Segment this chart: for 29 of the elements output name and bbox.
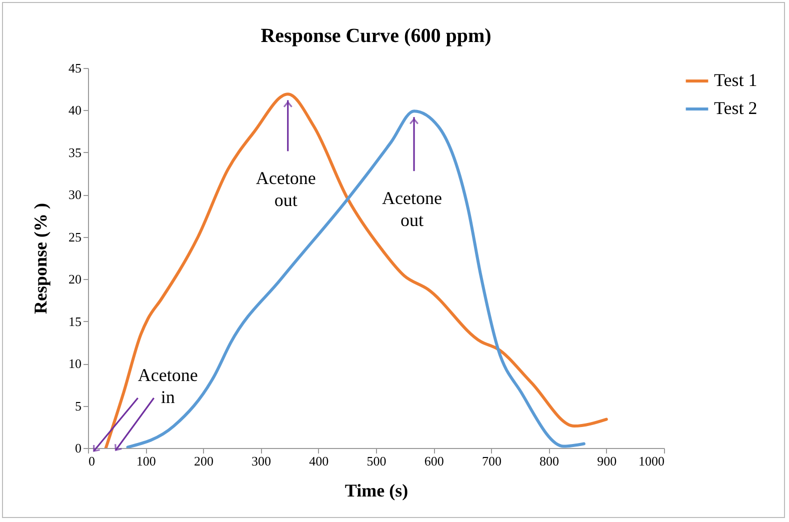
x-tick-label: 500	[366, 454, 386, 468]
y-tick-label: 35	[68, 144, 82, 160]
x-tick-label: 700	[482, 454, 502, 468]
chart-title: Response Curve (600 ppm)	[260, 25, 492, 47]
annotation: Acetone out	[256, 168, 316, 210]
x-tick-label: 400	[309, 454, 329, 468]
y-tick-label: 10	[68, 356, 82, 372]
y-tick-label: 20	[68, 272, 82, 287]
y-tick-label: 5	[75, 398, 82, 414]
x-tick-label: 800	[540, 454, 560, 468]
annotation: Acetone out	[382, 188, 442, 230]
y-tick-label: 25	[68, 229, 82, 244]
y-tick-label: 45	[68, 60, 82, 76]
annotation: Acetone in	[138, 365, 198, 407]
x-tick-label: 1000	[638, 454, 664, 468]
y-tick-label: 30	[68, 187, 82, 202]
y-tick-label: 15	[68, 314, 82, 329]
x-tick-label: 300	[252, 454, 272, 468]
x-axis-title: Time (s)	[344, 480, 408, 500]
x-tick-label: 900	[597, 454, 617, 468]
y-axis-title: Response (% )	[30, 202, 50, 314]
x-tick-label: 600	[424, 454, 444, 468]
y-tick-label: 40	[68, 102, 82, 118]
x-tick-label: 0	[88, 454, 95, 468]
legend-label: Test 2	[714, 98, 758, 118]
y-tick-label: 0	[75, 440, 82, 456]
x-tick-label: 200	[194, 454, 214, 468]
legend-label: Test 1	[714, 70, 758, 90]
x-tick-label: 100	[136, 454, 156, 468]
